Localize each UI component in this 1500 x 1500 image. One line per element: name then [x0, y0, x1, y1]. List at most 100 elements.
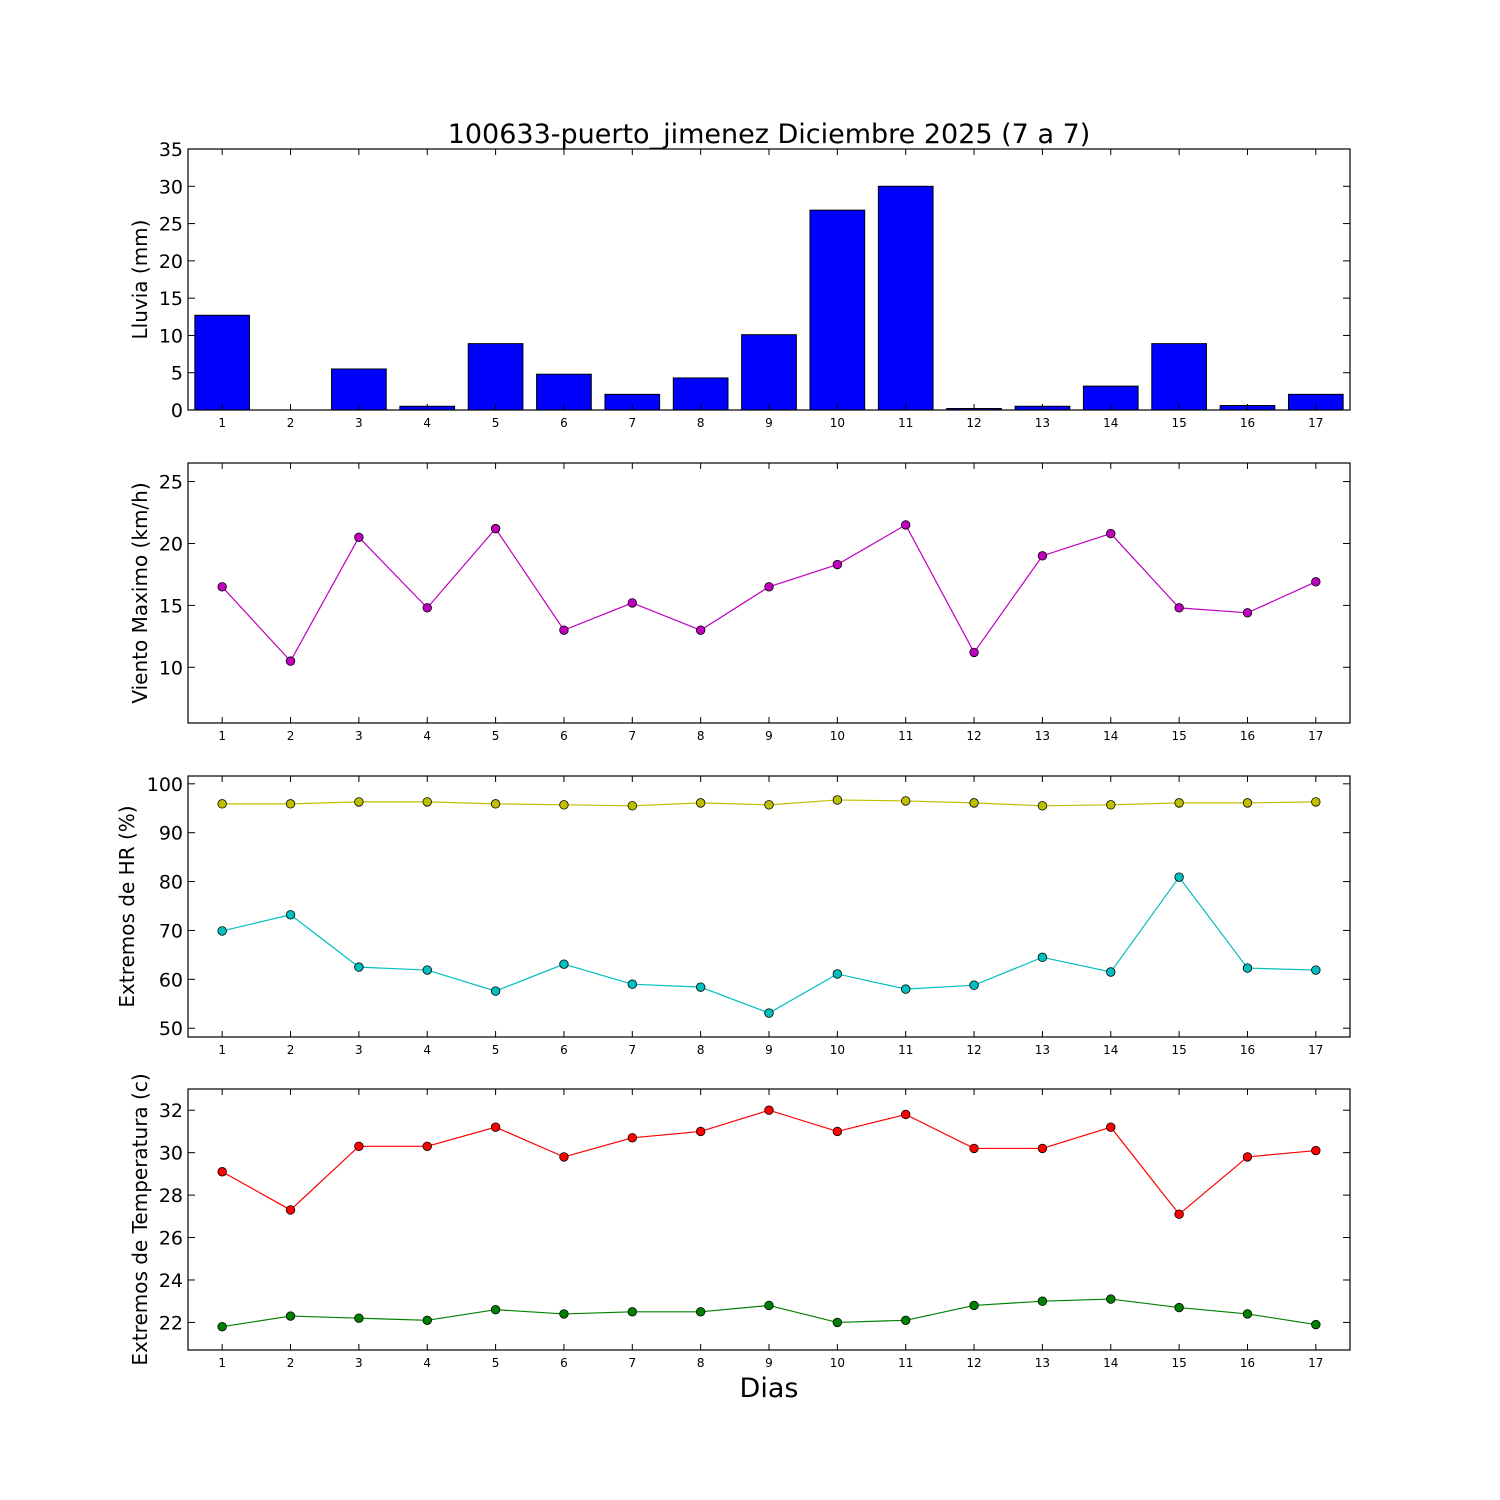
x-tick-label: 9 — [765, 1043, 773, 1057]
x-tick-label: 3 — [355, 1356, 363, 1370]
y-axis-label: Extremos de Temperatura (c) — [128, 1073, 152, 1365]
y-tick-label: 24 — [159, 1270, 183, 1292]
data-point — [285, 1311, 296, 1321]
data-point — [969, 980, 979, 990]
data-point — [627, 1133, 637, 1143]
data-point — [354, 532, 364, 542]
data-point — [764, 1300, 774, 1311]
data-point — [490, 1304, 501, 1315]
x-tick-label: 1 — [218, 729, 226, 743]
panel-4: 1 2 3 4 5 6 7 8 9 10 11 12 13 14 15 16 17222426283032Ext… — [128, 1073, 1351, 1370]
data-point — [627, 598, 637, 608]
data-point — [695, 1307, 706, 1317]
data-point — [1174, 603, 1184, 613]
y-tick-label: 20 — [159, 251, 183, 273]
x-tick-label: 17 — [1308, 416, 1323, 430]
data-point — [559, 1152, 569, 1162]
data-point — [1106, 967, 1116, 977]
x-tick-label: 13 — [1035, 1356, 1050, 1370]
x-axis-label: Dias — [740, 1373, 799, 1404]
x-tick-label: 11 — [898, 416, 913, 430]
x-tick-label: 15 — [1171, 1043, 1186, 1057]
x-tick-label: 7 — [628, 729, 636, 743]
x-tick-label: 11 — [898, 1356, 913, 1370]
x-tick-label: 7 — [628, 416, 636, 430]
x-tick-label: 10 — [830, 1043, 845, 1057]
y-tick-label: 5 — [171, 363, 183, 385]
data-point — [1106, 1294, 1116, 1304]
data-point — [695, 625, 706, 635]
data-point — [1311, 965, 1321, 975]
data-point — [285, 910, 296, 920]
data-point — [422, 1141, 432, 1151]
x-tick-label: 2 — [287, 1356, 295, 1370]
data-point — [1174, 1209, 1184, 1219]
x-tick-label: 3 — [355, 1043, 363, 1057]
y-tick-label: 25 — [159, 472, 183, 494]
x-tick-label: 6 — [560, 1356, 568, 1370]
data-point — [354, 1313, 364, 1323]
x-tick-label: 7 — [628, 1043, 636, 1057]
x-tick-label: 14 — [1103, 1356, 1118, 1370]
y-tick-label: 30 — [159, 176, 183, 198]
data-point — [354, 797, 364, 807]
x-tick-label: 8 — [697, 416, 705, 430]
y-tick-label: 100 — [147, 774, 183, 796]
data-point — [285, 799, 296, 809]
data-point — [1242, 1152, 1253, 1162]
x-tick-label: 2 — [287, 416, 295, 430]
data-point — [627, 979, 637, 989]
axes-frame — [187, 775, 1351, 1038]
data-point — [354, 962, 364, 972]
bar — [331, 368, 387, 411]
x-tick-label: 1 — [218, 1043, 226, 1057]
y-tick-label: 25 — [159, 214, 183, 236]
x-tick-label: 4 — [423, 416, 431, 430]
data-point — [832, 1126, 843, 1137]
data-point — [832, 969, 843, 979]
bar — [467, 343, 524, 411]
x-tick-label: 9 — [765, 729, 773, 743]
x-tick-label: 16 — [1240, 729, 1255, 743]
y-tick-label: 15 — [159, 595, 183, 617]
data-point — [490, 1122, 501, 1132]
x-tick-label: 17 — [1308, 729, 1323, 743]
x-tick-label: 17 — [1308, 1356, 1323, 1370]
x-tick-label: 9 — [765, 416, 773, 430]
data-point — [559, 959, 569, 969]
data-point — [1106, 800, 1116, 810]
data-point — [217, 582, 227, 592]
data-point — [1242, 608, 1253, 618]
y-tick-label: 35 — [159, 139, 183, 161]
data-point — [695, 982, 706, 992]
x-tick-label: 4 — [423, 729, 431, 743]
y-tick-label: 80 — [159, 872, 183, 894]
y-tick-label: 22 — [159, 1312, 183, 1334]
y-tick-label: 50 — [159, 1018, 183, 1040]
data-point — [490, 523, 501, 534]
data-point — [422, 965, 432, 975]
x-tick-label: 15 — [1171, 416, 1186, 430]
y-axis-label: Lluvia (mm) — [128, 220, 152, 340]
data-point — [422, 797, 432, 807]
x-tick-label: 7 — [628, 1356, 636, 1370]
data-point — [217, 799, 227, 809]
y-tick-label: 20 — [159, 533, 183, 555]
data-point — [285, 656, 296, 666]
x-tick-label: 14 — [1103, 1043, 1118, 1057]
data-point — [695, 1126, 706, 1137]
data-point — [1311, 797, 1321, 807]
bar — [809, 209, 866, 411]
x-tick-label: 13 — [1035, 416, 1050, 430]
data-point — [832, 795, 843, 805]
x-tick-label: 5 — [492, 1356, 500, 1370]
y-tick-label: 60 — [159, 969, 183, 991]
x-tick-label: 12 — [966, 729, 981, 743]
data-point — [627, 801, 637, 811]
x-tick-label: 6 — [560, 729, 568, 743]
data-point — [969, 647, 979, 658]
x-tick-label: 15 — [1171, 1356, 1186, 1370]
x-tick-label: 2 — [287, 729, 295, 743]
data-point — [1242, 963, 1253, 973]
data-point — [969, 798, 979, 808]
